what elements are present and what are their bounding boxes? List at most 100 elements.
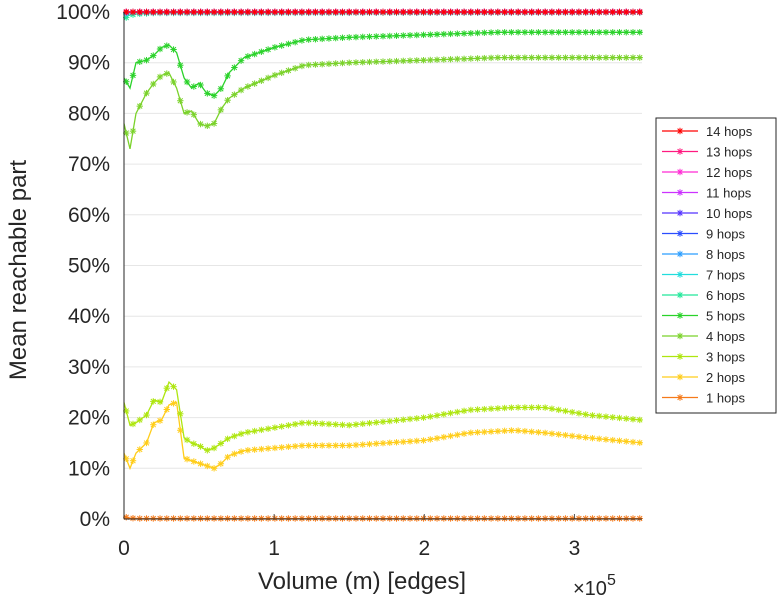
series-point-3-hops — [190, 440, 198, 447]
marker-stroke — [326, 35, 332, 42]
series-point-4-hops — [562, 54, 569, 61]
marker-stroke — [366, 441, 373, 447]
series-point-2-hops — [231, 450, 238, 458]
marker-stroke — [555, 515, 562, 522]
marker-stroke — [461, 430, 467, 437]
series-point-3-hops — [562, 407, 569, 415]
series-point-4-hops — [528, 54, 535, 61]
series-point-1-hops — [366, 515, 373, 522]
series-point-1-hops — [433, 515, 441, 522]
marker-stroke — [373, 440, 379, 447]
marker-stroke — [211, 465, 217, 472]
series-point-4-hops — [251, 80, 258, 87]
series-point-5-hops — [386, 32, 393, 40]
marker-stroke — [332, 442, 339, 449]
marker-stroke — [339, 442, 346, 449]
series-point-3-hops — [332, 421, 339, 428]
marker-stroke — [258, 78, 265, 84]
series-point-1-hops — [264, 515, 272, 522]
marker-stroke — [292, 443, 298, 449]
series-point-3-hops — [629, 416, 637, 423]
marker-stroke — [319, 36, 325, 42]
marker-stroke — [414, 415, 420, 422]
series-point-3-hops — [251, 427, 258, 435]
marker-stroke — [123, 456, 130, 462]
marker-stroke — [332, 35, 339, 41]
series-point-1-hops — [177, 515, 184, 522]
series-point-4-hops — [623, 54, 630, 61]
series-point-1-hops — [555, 515, 562, 522]
marker-stroke — [616, 29, 623, 36]
marker-stroke — [184, 79, 190, 85]
marker-stroke — [542, 54, 548, 61]
marker-stroke — [380, 33, 386, 39]
series-point-3-hops — [291, 420, 299, 428]
series-point-1-hops — [447, 515, 454, 522]
marker-stroke — [238, 431, 244, 437]
series-point-1-hops — [623, 515, 630, 522]
series-point-2-hops — [217, 460, 225, 467]
marker-stroke — [596, 413, 602, 419]
marker-stroke — [522, 515, 528, 522]
marker-stroke — [299, 37, 305, 44]
marker-stroke — [251, 80, 258, 87]
marker-stroke — [508, 54, 515, 61]
marker-stroke — [218, 460, 224, 467]
series-point-5-hops — [379, 33, 387, 40]
marker-stroke — [569, 433, 575, 439]
series-point-4-hops — [602, 54, 610, 61]
marker-stroke — [299, 63, 305, 69]
series-point-4-hops — [291, 65, 299, 72]
series-point-5-hops — [170, 46, 177, 53]
marker-stroke — [258, 446, 265, 452]
series-point-4-hops — [521, 54, 529, 61]
series-point-1-hops — [190, 515, 198, 522]
marker-stroke — [522, 428, 528, 434]
marker-stroke — [603, 54, 609, 61]
series-point-5-hops — [244, 53, 252, 60]
series-point-5-hops — [420, 31, 427, 39]
series-point-3-hops — [616, 414, 623, 422]
series-point-4-hops — [535, 54, 542, 61]
marker-stroke — [278, 515, 285, 522]
series-point-4-hops — [440, 56, 448, 63]
series-point-5-hops — [575, 29, 583, 36]
series-point-2-hops — [332, 442, 339, 449]
series-point-2-hops — [406, 438, 414, 445]
marker-stroke — [528, 428, 535, 435]
marker-stroke — [562, 54, 569, 61]
marker-stroke — [130, 515, 136, 521]
series-point-3-hops — [420, 414, 427, 421]
series-point-2-hops — [386, 439, 393, 446]
series-point-4-hops — [183, 109, 191, 116]
marker-stroke — [238, 448, 244, 455]
series-point-2-hops — [197, 460, 204, 467]
marker-stroke — [636, 515, 643, 522]
series-point-5-hops — [251, 50, 258, 58]
series-point-5-hops — [258, 48, 265, 55]
marker-stroke — [312, 61, 319, 68]
series-point-5-hops — [636, 29, 643, 36]
series-point-2-hops — [555, 431, 562, 438]
series-point-5-hops — [400, 32, 407, 39]
marker-stroke — [245, 429, 251, 435]
series-point-2-hops — [346, 442, 353, 449]
series-point-1-hops — [224, 515, 231, 522]
series-point-2-hops — [629, 438, 637, 446]
series-point-2-hops — [156, 417, 164, 424]
series-point-2-hops — [291, 443, 299, 450]
marker-stroke — [326, 421, 332, 427]
series-point-5-hops — [528, 29, 535, 36]
series-point-3-hops — [136, 416, 143, 424]
series-point-5-hops — [237, 57, 245, 64]
series-point-5-hops — [217, 85, 225, 93]
series-point-4-hops — [433, 56, 441, 63]
marker-stroke — [562, 29, 569, 36]
marker-stroke — [164, 515, 170, 522]
marker-stroke — [380, 58, 386, 65]
series-point-3-hops — [224, 435, 231, 443]
marker-stroke — [420, 437, 427, 444]
series-point-5-hops — [352, 33, 360, 41]
series-point-4-hops — [420, 56, 427, 64]
series-point-4-hops — [170, 78, 177, 86]
